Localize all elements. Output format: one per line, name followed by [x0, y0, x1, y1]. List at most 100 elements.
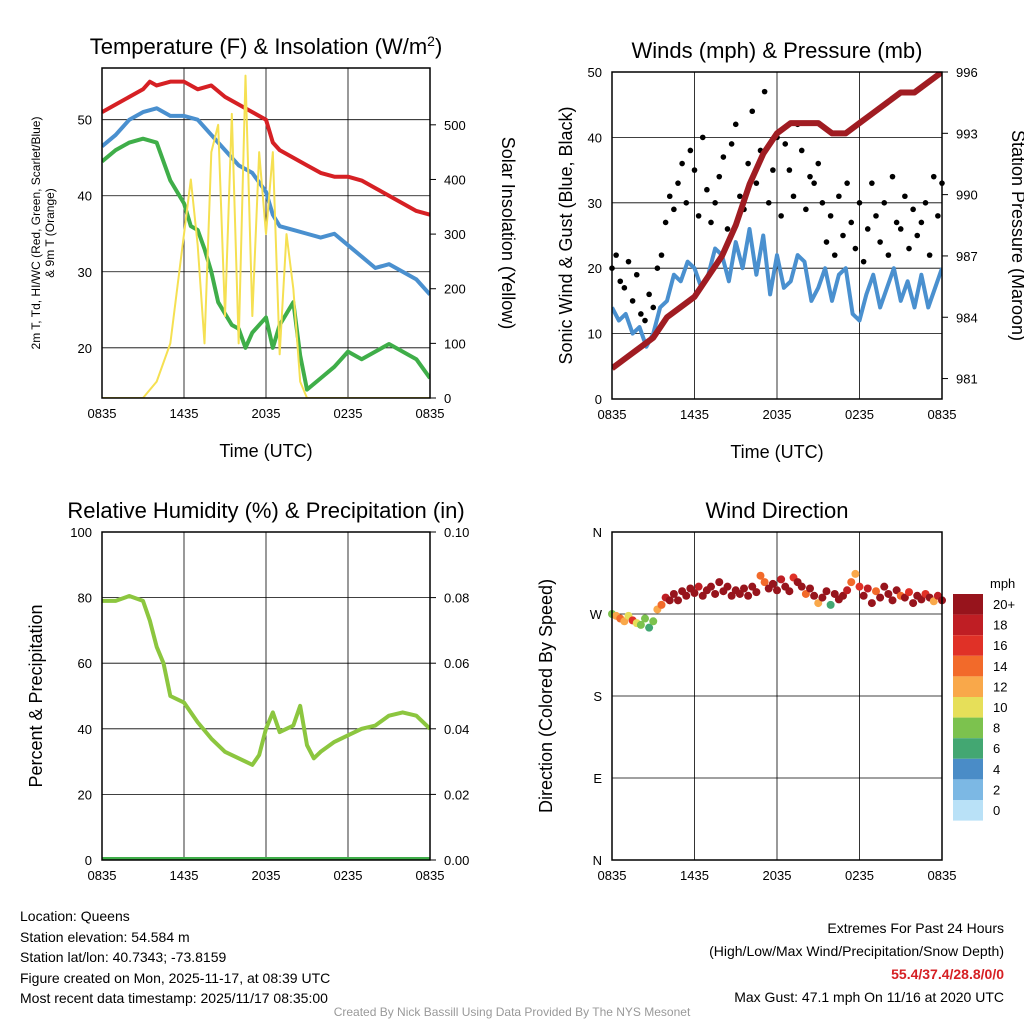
- gust-point: [625, 258, 632, 265]
- direction-point: [797, 582, 806, 591]
- legend-swatch: [953, 676, 983, 697]
- gust-point: [926, 252, 933, 258]
- gust-point: [765, 200, 772, 206]
- gust-point: [749, 108, 756, 115]
- gust-point: [840, 232, 846, 239]
- gust-point: [745, 160, 751, 167]
- y-tick-label: 40: [78, 189, 92, 204]
- gust-point: [695, 213, 702, 219]
- direction-point: [872, 587, 880, 596]
- y2-axis-label: Station Pressure (Maroon): [1008, 130, 1024, 341]
- direction-point: [909, 599, 918, 608]
- gust-point: [770, 167, 776, 173]
- gust-point: [633, 271, 640, 278]
- x-tick-label: 1435: [680, 407, 709, 422]
- y-axis-label: Sonic Wind & Gust (Blue, Black): [556, 106, 576, 364]
- y-tick-label: E: [593, 771, 602, 786]
- gust-point: [642, 317, 648, 324]
- direction-point: [698, 591, 707, 600]
- y-tick-label: 10: [588, 327, 602, 342]
- y-tick-label: 50: [78, 113, 92, 128]
- x-tick-label: 0835: [416, 868, 445, 883]
- gust-point: [918, 219, 925, 226]
- panel-title: Relative Humidity (%) & Precipitation (i…: [67, 498, 464, 523]
- legend-label: 8: [993, 721, 1000, 736]
- legend-swatch: [953, 635, 983, 656]
- panel-3: Relative Humidity (%) & Precipitation (i…: [26, 498, 469, 883]
- plot-frame: [101, 531, 431, 861]
- x-tick-label: 0235: [845, 407, 874, 422]
- direction-point: [715, 578, 724, 587]
- gust-point: [724, 226, 731, 232]
- gust-point: [778, 213, 784, 219]
- direction-point: [649, 617, 658, 626]
- direction-point: [620, 617, 629, 626]
- gust-point: [629, 298, 636, 304]
- direction-point: [711, 589, 720, 598]
- gust-point: [902, 193, 908, 200]
- legend-label: 2: [993, 782, 1000, 797]
- x-tick-label: 1435: [680, 868, 709, 883]
- direction-point: [826, 600, 835, 609]
- gust-point: [704, 186, 710, 193]
- direction-point: [917, 595, 926, 604]
- gust-point: [683, 200, 690, 206]
- gust-point: [691, 167, 698, 173]
- direction-point: [880, 582, 889, 591]
- gust-point: [811, 180, 817, 186]
- location: Location: Queens: [20, 908, 130, 924]
- direction-point: [839, 591, 847, 600]
- x-tick-label: 0835: [416, 406, 445, 421]
- x-tick-label: 2035: [763, 868, 792, 883]
- panel-title: Temperature (F) & Insolation (W/m2): [90, 33, 443, 59]
- gust-point: [877, 239, 883, 245]
- y-tick-label: 60: [78, 656, 92, 671]
- gust-point: [737, 193, 743, 200]
- gust-point: [844, 180, 850, 186]
- direction-point: [657, 600, 666, 609]
- gust-point: [906, 245, 912, 252]
- extremes-subtitle: (High/Low/Max Wind/Precipitation/Snow De…: [709, 943, 1004, 959]
- y2-tick-label: 300: [444, 227, 466, 242]
- gust-point: [679, 160, 685, 167]
- direction-point: [785, 587, 794, 596]
- extremes-values: 55.4/37.4/28.8/0/0: [891, 966, 1004, 982]
- lat-lon: Station lat/lon: 40.7343; -73.8159: [20, 949, 227, 965]
- gust-point: [753, 180, 760, 186]
- gust-point: [807, 173, 813, 180]
- y2-tick-label: 0.08: [444, 591, 469, 606]
- direction-point: [748, 582, 757, 591]
- direction-point: [636, 620, 645, 629]
- gust-point: [790, 193, 797, 200]
- x-tick-label: 0835: [928, 407, 957, 422]
- y2-tick-label: 987: [956, 249, 978, 264]
- direction-point: [900, 593, 909, 602]
- legend-swatch: [953, 779, 983, 800]
- direction-point: [843, 586, 852, 595]
- x-axis-label: Time (UTC): [219, 441, 312, 461]
- extremes-box: Extremes For Past 24 Hours (High/Low/Max…: [709, 917, 1004, 1009]
- direction-point: [801, 589, 810, 598]
- gust-point: [650, 304, 657, 311]
- gust-point: [675, 180, 681, 186]
- gust-point: [930, 173, 937, 180]
- y2-axis-label: Solar Insolation (Yellow): [498, 137, 518, 329]
- gust-point: [831, 252, 838, 258]
- legend-swatch: [953, 594, 983, 615]
- series-rh: [102, 593, 430, 767]
- direction-point: [876, 593, 885, 602]
- gust-point: [819, 200, 826, 206]
- gust-point: [617, 278, 624, 285]
- legend-label: 18: [993, 618, 1007, 633]
- gust-point: [728, 141, 735, 147]
- direction-point: [744, 591, 753, 600]
- gust-point: [856, 200, 863, 206]
- gust-point: [687, 147, 694, 154]
- elevation: Station elevation: 54.584 m: [20, 928, 190, 945]
- gust-point: [815, 160, 822, 167]
- y-tick-label: 80: [78, 591, 92, 606]
- gust-point: [658, 252, 665, 258]
- legend-swatch: [953, 697, 983, 718]
- direction-point: [665, 596, 674, 605]
